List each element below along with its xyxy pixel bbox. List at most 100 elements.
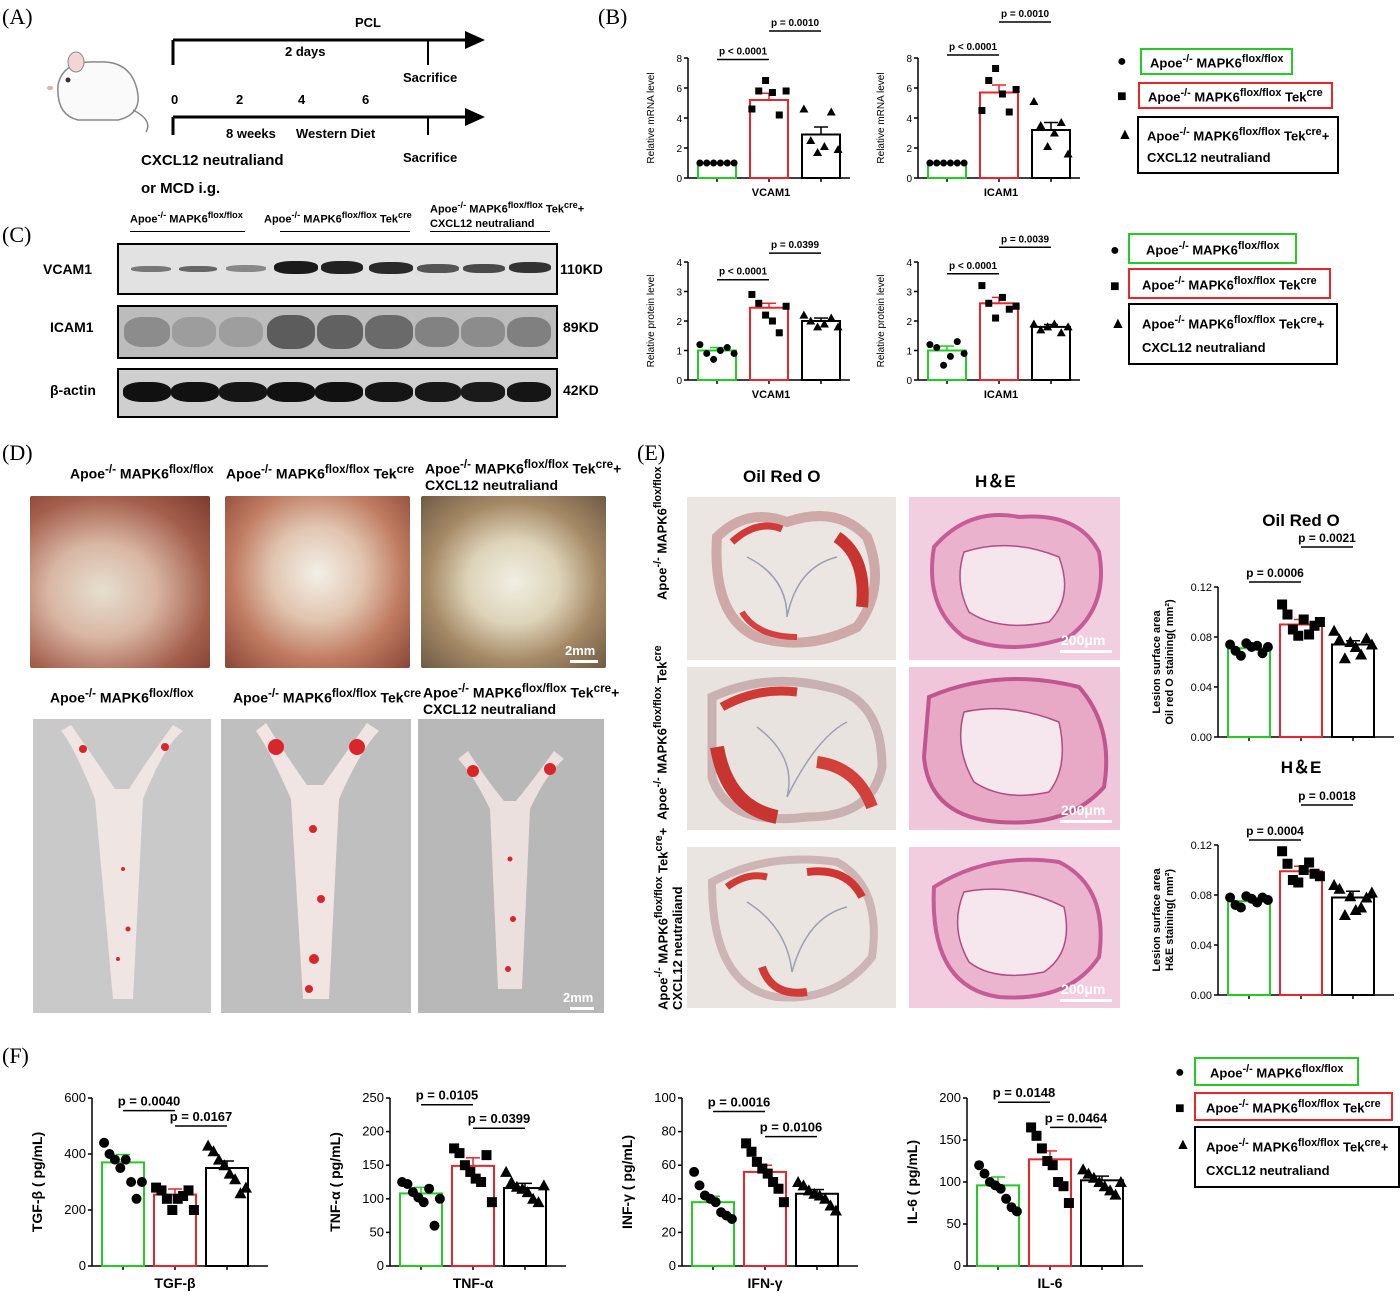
y-tick-label: 8 xyxy=(906,54,912,65)
y-tick-label: 50 xyxy=(947,1216,961,1231)
d-title-2: Apoe-/- MAPK6flox/flox Tekcre xyxy=(226,463,415,482)
data-point xyxy=(99,1137,110,1148)
blot-underline-1 xyxy=(130,231,245,232)
data-point xyxy=(1360,632,1373,644)
y-axis-label: Relative protein level xyxy=(646,275,657,368)
data-point xyxy=(459,1160,470,1171)
bar-1 xyxy=(927,162,967,179)
data-point xyxy=(751,1156,762,1167)
data-point xyxy=(1328,624,1341,636)
data-point xyxy=(234,1187,247,1199)
data-point xyxy=(470,1173,481,1184)
e-scale-bar-2 xyxy=(1060,820,1112,823)
e-scale-bar-1 xyxy=(1060,650,1112,653)
data-point xyxy=(762,311,770,319)
data-point xyxy=(995,1183,1006,1194)
y-axis-label: Relative mRNA level xyxy=(646,72,657,163)
sig-label: p = 0.0010 xyxy=(771,18,820,29)
data-point xyxy=(161,1193,172,1204)
data-point xyxy=(229,1173,242,1185)
blot-group-1: Apoe-/- MAPK6flox/flox xyxy=(130,210,243,226)
data-point xyxy=(946,352,954,360)
data-point xyxy=(454,1148,465,1159)
data-point xyxy=(833,145,843,153)
data-point xyxy=(1365,886,1378,898)
blot-row-icam1-label: ICAM1 xyxy=(50,319,94,335)
data-point xyxy=(985,299,993,307)
legend-b-g2: Apoe-/- MAPK6flox/flox Tekcre xyxy=(1138,82,1333,110)
legend-c-g3: Apoe-/- MAPK6flox/flox Tekcre+ CXCL12 neu… xyxy=(1128,303,1339,366)
bar-3 xyxy=(205,1167,249,1267)
data-point xyxy=(992,65,1000,72)
legend-f-g3: Apoe-/- MAPK6flox/flox Tekcre+ CXCL12 neu… xyxy=(1194,1126,1400,1189)
data-point xyxy=(1304,629,1315,640)
data-point xyxy=(1293,877,1304,888)
y-axis-label: TNF-α ( pg/mL) xyxy=(327,1132,343,1232)
data-point xyxy=(746,1146,757,1157)
sig-label: p = 0.0106 xyxy=(760,1120,823,1135)
data-point xyxy=(1314,871,1325,882)
bar-2 xyxy=(1279,870,1323,996)
data-point xyxy=(1282,609,1293,620)
data-point xyxy=(429,1220,440,1231)
data-point xyxy=(109,1154,120,1165)
data-point xyxy=(694,1180,705,1191)
blot-row-icam1-kd: 89KD xyxy=(563,319,599,335)
panel-label-a: (A) xyxy=(2,4,33,29)
data-point xyxy=(1333,882,1346,894)
d-title-1: Apoe-/- MAPK6flox/flox xyxy=(70,463,214,482)
y-tick-label: 0 xyxy=(676,174,682,185)
diet-label: Western Diet xyxy=(296,126,376,141)
d-photo-heart-2 xyxy=(225,496,410,668)
bar-3 xyxy=(1331,643,1375,738)
bar-3 xyxy=(801,133,841,179)
y-tick-label: 0.12 xyxy=(1191,582,1212,594)
bar-1 xyxy=(1227,900,1271,996)
blot-group-2: Apoe-/- MAPK6flox/flox Tekcre xyxy=(264,210,412,226)
d-scale-2: 2mm xyxy=(563,990,594,1005)
y-tick-label: 20 xyxy=(662,1224,676,1239)
data-point xyxy=(1344,890,1357,902)
sig-label: p = 0.0040 xyxy=(118,1094,181,1109)
data-point xyxy=(703,349,711,357)
y-tick-label: 0.08 xyxy=(1191,632,1212,644)
sig-label: p = 0.0167 xyxy=(170,1109,233,1124)
data-point xyxy=(723,159,731,167)
y-tick-label: 60 xyxy=(662,1157,676,1172)
data-point xyxy=(953,159,961,167)
data-point xyxy=(1036,1143,1047,1154)
d-title-5: Apoe-/- MAPK6flox/flox Tekcre xyxy=(233,687,422,706)
chart-c-icam1-protein: 0 1 2 3 4 p < 0.0001 p = 0.0039 ICAM1 Relative p… xyxy=(876,234,1080,401)
sig-label: p = 0.0039 xyxy=(1001,234,1050,245)
data-point xyxy=(1082,1167,1095,1179)
chart-b-icam1-mrna: 0 2 4 6 8 p < 0.0001 p = 0.0010 ICAM1 Relative m… xyxy=(876,9,1080,199)
data-point xyxy=(933,159,941,167)
data-point xyxy=(1338,652,1351,664)
data-point xyxy=(813,322,823,331)
bar-3 xyxy=(1080,1179,1124,1268)
data-point xyxy=(434,1193,445,1204)
sig-label: p < 0.0001 xyxy=(949,42,998,53)
blot-row-actin-kd: 42KD xyxy=(563,382,599,398)
x-axis-label: ICAM1 xyxy=(984,187,1018,199)
weeks-label: 8 weeks xyxy=(226,126,276,141)
mouse-illustration xyxy=(47,51,149,133)
y-tick-label: 50 xyxy=(370,1224,384,1239)
data-point xyxy=(978,282,986,290)
data-point xyxy=(481,1150,492,1161)
data-point xyxy=(1314,617,1325,627)
blot-group-3: Apoe-/- MAPK6flox/flox Tekcre+ CXCL12 neu… xyxy=(430,200,585,230)
data-point xyxy=(1365,638,1378,650)
y-axis-label-2: H&E staining( mm²) xyxy=(1164,869,1176,971)
y-axis-label-2: Oil red O staining( mm²) xyxy=(1164,599,1176,725)
d-aorta-3 xyxy=(418,719,604,1013)
data-point xyxy=(768,1177,779,1187)
data-point xyxy=(940,159,948,167)
data-point xyxy=(940,361,948,369)
y-tick-label: 0.04 xyxy=(1191,940,1212,952)
data-point xyxy=(1093,1176,1106,1187)
data-point xyxy=(1001,1193,1012,1204)
data-point xyxy=(1262,895,1273,905)
sig-label: p < 0.0001 xyxy=(719,267,768,278)
legend-c-g2: Apoe-/- MAPK6flox/flox Tekcre xyxy=(1128,268,1331,300)
